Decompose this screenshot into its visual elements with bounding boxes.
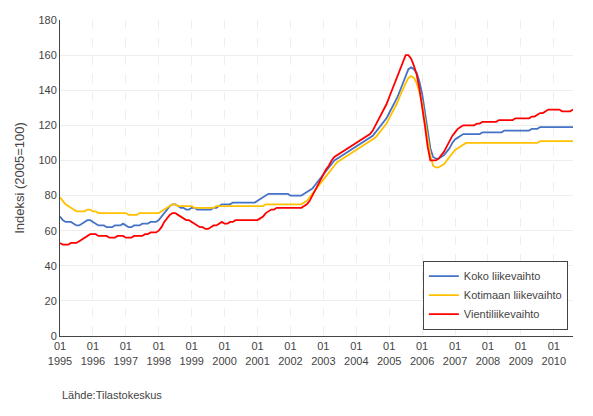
svg-text:120: 120 (38, 119, 56, 131)
svg-text:Indeksi (2005=100): Indeksi (2005=100) (12, 122, 27, 234)
svg-text:011999: 011999 (179, 340, 203, 366)
svg-text:0: 0 (51, 330, 57, 342)
svg-text:40: 40 (45, 260, 57, 272)
svg-text:012003: 012003 (311, 340, 335, 366)
svg-text:011998: 011998 (147, 340, 171, 366)
svg-text:60: 60 (45, 225, 57, 237)
svg-text:160: 160 (38, 49, 56, 61)
svg-text:80: 80 (45, 189, 57, 201)
svg-text:Vientiliikevaihto: Vientiliikevaihto (464, 308, 540, 320)
svg-text:100: 100 (38, 154, 56, 166)
svg-text:011995: 011995 (48, 340, 72, 366)
svg-text:012001: 012001 (245, 340, 269, 366)
svg-text:012008: 012008 (476, 340, 500, 366)
svg-text:012007: 012007 (443, 340, 467, 366)
svg-text:Koko liikevaihto: Koko liikevaihto (464, 270, 540, 282)
svg-text:012005: 012005 (377, 340, 401, 366)
svg-text:140: 140 (38, 84, 56, 96)
svg-text:012002: 012002 (278, 340, 302, 366)
svg-text:011997: 011997 (114, 340, 138, 366)
svg-text:Kotimaan liikevaihto: Kotimaan liikevaihto (464, 289, 562, 301)
svg-text:012010: 012010 (542, 340, 566, 366)
svg-text:012009: 012009 (509, 340, 533, 366)
svg-text:20: 20 (45, 295, 57, 307)
svg-text:012000: 012000 (212, 340, 236, 366)
svg-text:011996: 011996 (81, 340, 105, 366)
svg-text:012006: 012006 (410, 340, 434, 366)
svg-text:Lähde:Tilastokeskus: Lähde:Tilastokeskus (62, 389, 162, 401)
svg-text:012004: 012004 (344, 340, 368, 366)
svg-text:180: 180 (38, 14, 56, 26)
